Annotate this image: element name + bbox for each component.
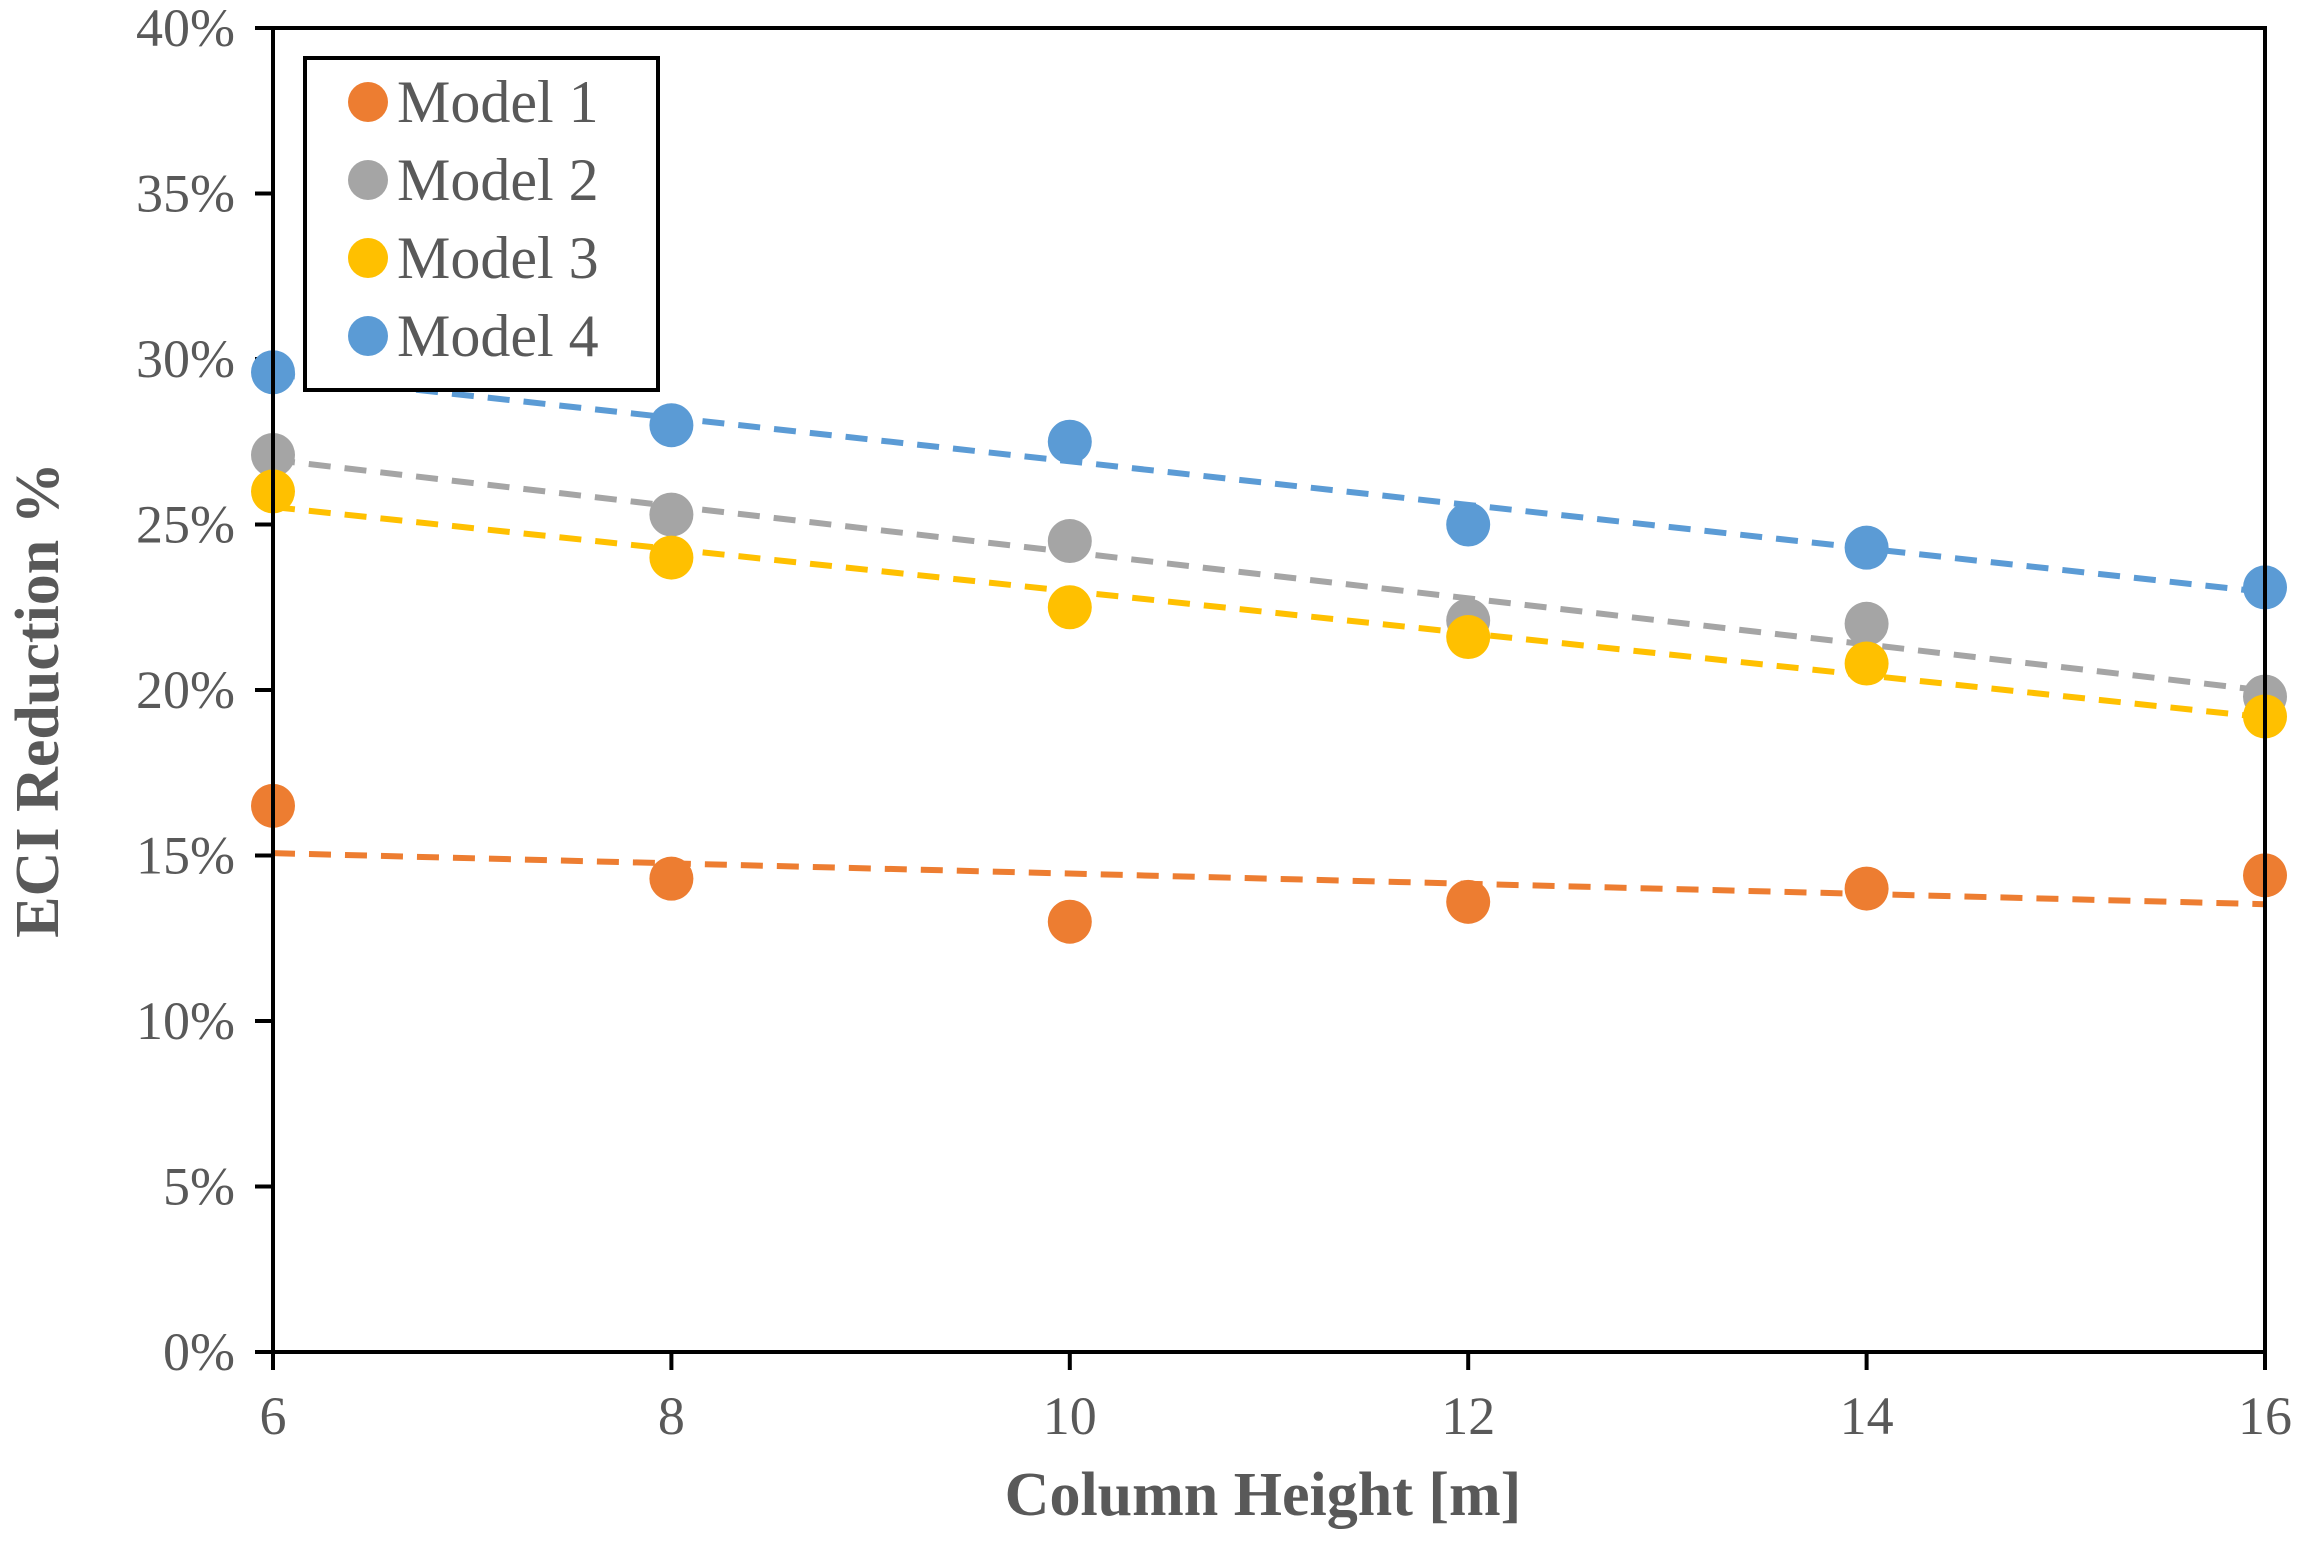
y-axis-ticks: 0% 5% 10% 15% 20% 25% 30% 35% 40% [136, 0, 273, 1382]
point-model-2 [1047, 519, 1092, 564]
point-model-4 [649, 403, 694, 448]
y-tick-label: 40% [136, 0, 235, 58]
point-model-2 [649, 492, 694, 537]
x-tick-label: 6 [260, 1386, 287, 1446]
point-model-3 [649, 535, 694, 580]
x-tick-label: 8 [658, 1386, 685, 1446]
point-model-1 [1844, 866, 1889, 911]
y-tick-label: 10% [136, 991, 235, 1051]
point-model-3 [1844, 641, 1889, 686]
legend-marker [348, 238, 388, 278]
legend-label: Model 3 [397, 225, 599, 291]
data-points [251, 350, 2287, 944]
y-tick-label: 30% [136, 329, 235, 389]
y-axis-title: ECI Reduction % [4, 462, 72, 937]
trendlines [272, 371, 2266, 908]
point-model-4 [1446, 502, 1491, 547]
y-tick-label: 35% [136, 164, 235, 224]
point-model-2 [1844, 601, 1889, 646]
point-model-4 [1047, 419, 1092, 464]
y-axis-title-group: ECI Reduction % [4, 462, 72, 937]
trendline-model-1 [272, 850, 2266, 908]
x-tick-label: 16 [2238, 1386, 2292, 1446]
trendline-model-3 [272, 504, 2266, 721]
point-model-1 [1047, 899, 1092, 944]
legend-label: Model 1 [397, 69, 599, 135]
legend-marker [348, 82, 388, 122]
y-tick-label: 15% [136, 826, 235, 886]
legend-marker [348, 160, 388, 200]
x-tick-label: 10 [1043, 1386, 1097, 1446]
point-model-1 [649, 856, 694, 901]
legend-label: Model 4 [397, 303, 599, 369]
x-tick-label: 12 [1441, 1386, 1495, 1446]
trendline-model-4 [272, 371, 2266, 596]
y-tick-label: 20% [136, 660, 235, 720]
legend-label: Model 2 [397, 147, 599, 213]
x-axis-ticks: 6 8 10 12 14 16 [260, 1352, 2292, 1446]
plot-area-frame [271, 26, 2267, 1354]
x-axis-title: Column Height [m] [1005, 1461, 1522, 1529]
y-tick-label: 25% [136, 495, 235, 555]
point-model-3 [1446, 615, 1491, 660]
y-tick-label: 5% [163, 1157, 235, 1217]
point-model-1 [1446, 879, 1491, 924]
trendline-model-2 [272, 456, 2266, 694]
x-tick-label: 14 [1840, 1386, 1894, 1446]
point-model-3 [1047, 585, 1092, 630]
legend: Model 1 Model 2 Model 3 Model 4 [303, 56, 660, 392]
legend-marker [348, 316, 388, 356]
point-model-4 [1844, 525, 1889, 570]
y-tick-label: 0% [163, 1322, 235, 1382]
